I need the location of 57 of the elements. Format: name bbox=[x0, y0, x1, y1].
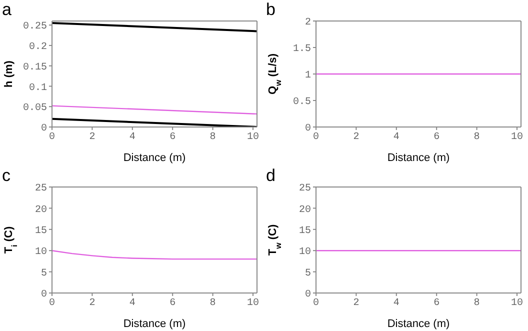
y-tick-label: 0.2 bbox=[28, 42, 47, 54]
y-tick-label: 0.5 bbox=[292, 97, 311, 108]
y-tick-label: 0 bbox=[40, 124, 47, 135]
chart-title: d bbox=[266, 166, 276, 186]
x-axis-title: Distance (m) bbox=[123, 152, 186, 164]
x-tick-label: 2 bbox=[89, 132, 96, 144]
y-tick-label: 20 bbox=[298, 204, 311, 216]
line-series bbox=[52, 250, 257, 260]
y-tick-label: 15 bbox=[34, 225, 47, 236]
y-tick-label: 0 bbox=[40, 289, 47, 300]
y-axis-title: h (m) bbox=[3, 60, 15, 88]
chart-title: b bbox=[266, 0, 276, 20]
y-tick-label: 1.5 bbox=[292, 44, 311, 56]
x-tick-label: 4 bbox=[393, 298, 400, 309]
x-tick-label: 0 bbox=[48, 298, 56, 309]
x-tick-label: 10 bbox=[510, 132, 523, 144]
y-tick-label: 0.1 bbox=[28, 82, 47, 94]
x-tick-label: 0 bbox=[312, 132, 320, 144]
x-tick-label: 2 bbox=[353, 132, 360, 144]
x-tick-label: 2 bbox=[353, 298, 360, 309]
y-tick-label: 0 bbox=[304, 289, 311, 300]
y-tick-label: 0 bbox=[304, 124, 311, 135]
chart-title: c bbox=[2, 166, 10, 186]
x-axis-title: Distance (m) bbox=[387, 152, 450, 164]
x-tick-label: 4 bbox=[129, 132, 136, 144]
x-tick-label: 8 bbox=[210, 298, 216, 309]
y-tick-label: 5 bbox=[40, 268, 47, 279]
x-tick-label: 2 bbox=[89, 298, 96, 309]
x-tick-label: 8 bbox=[474, 298, 480, 309]
x-tick-label: 10 bbox=[510, 298, 523, 309]
x-axis-title: Distance (m) bbox=[123, 318, 186, 330]
y-tick-label: 0.15 bbox=[22, 62, 47, 74]
y-tick-label: 0.25 bbox=[22, 22, 47, 33]
x-tick-label: 6 bbox=[170, 298, 176, 309]
y-tick-label: 20 bbox=[34, 204, 47, 216]
y-tick-label: 10 bbox=[34, 246, 47, 258]
y-tick-label: 1 bbox=[304, 70, 311, 82]
x-tick-label: 8 bbox=[210, 132, 216, 144]
x-axis-title: Distance (m) bbox=[387, 318, 450, 330]
x-tick-label: 6 bbox=[170, 132, 176, 144]
y-tick-label: 25 bbox=[298, 183, 311, 194]
x-tick-label: 6 bbox=[434, 298, 440, 309]
y-tick-label: 0.05 bbox=[22, 103, 47, 114]
x-tick-label: 10 bbox=[246, 298, 259, 309]
y-tick-label: 5 bbox=[304, 268, 311, 279]
chart-title: a bbox=[2, 0, 12, 20]
x-tick-label: 0 bbox=[312, 298, 320, 309]
x-tick-label: 6 bbox=[434, 132, 440, 144]
x-tick-label: 10 bbox=[246, 132, 259, 144]
y-tick-label: 10 bbox=[298, 246, 311, 258]
x-tick-label: 8 bbox=[474, 132, 480, 144]
x-tick-label: 0 bbox=[48, 132, 56, 144]
x-tick-label: 4 bbox=[393, 132, 400, 144]
y-tick-label: 25 bbox=[34, 183, 47, 194]
x-tick-label: 4 bbox=[129, 298, 136, 309]
y-tick-label: 2 bbox=[304, 18, 311, 29]
y-tick-label: 15 bbox=[298, 225, 311, 236]
